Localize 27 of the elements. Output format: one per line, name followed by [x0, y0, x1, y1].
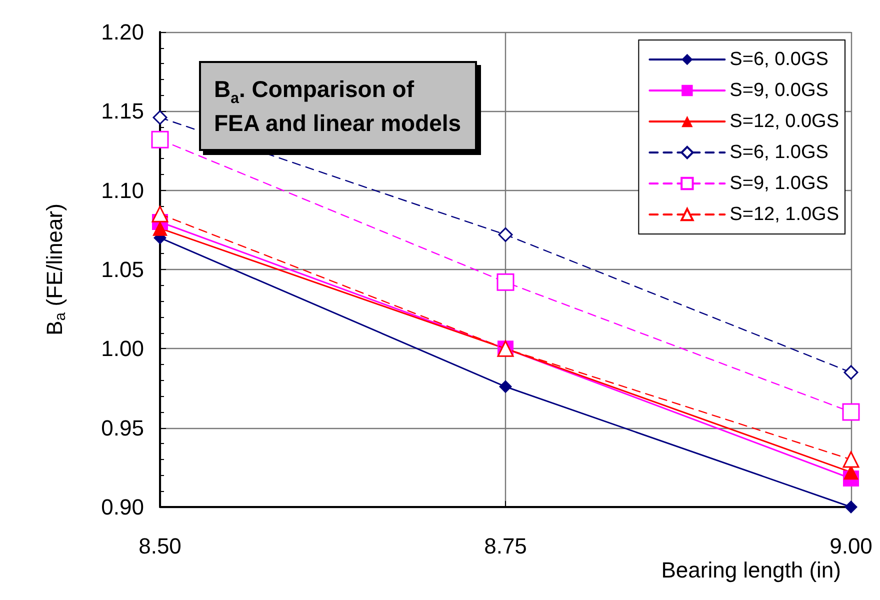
y-tick-label: 1.05 — [101, 257, 144, 282]
y-tick-label: 1.00 — [101, 336, 144, 362]
point — [498, 227, 513, 242]
point — [844, 365, 858, 380]
y-tick-label: 0.90 — [101, 494, 144, 520]
legend-label: S=12, 1.0GS — [730, 204, 840, 225]
legend-label: S=9, 0.0GS — [730, 80, 828, 101]
point — [499, 380, 512, 394]
y-tick-label: 1.10 — [101, 178, 144, 203]
x-tick-label: 8.75 — [484, 534, 527, 558]
y-tick-label: 0.95 — [101, 415, 144, 440]
legend-label: S=6, 1.0GS — [730, 142, 828, 163]
point — [151, 130, 169, 148]
legend-label: S=9, 1.0GS — [730, 173, 828, 194]
x-tick-label: 9.00 — [830, 534, 872, 558]
point — [842, 403, 860, 421]
point — [152, 220, 168, 236]
point — [496, 273, 514, 291]
y-tick-label: 1.15 — [101, 98, 144, 124]
legend-label: S=12, 0.0GS — [730, 111, 840, 132]
x-tick-label: 8.50 — [138, 534, 182, 558]
y-axis-title: Ba (FE/linear) — [42, 204, 69, 336]
x-axis-title: Bearing length (in) — [661, 558, 841, 582]
legend-label: S=6, 0.0GS — [730, 49, 828, 70]
point — [152, 110, 168, 125]
point — [844, 500, 858, 514]
y-tick-label: 1.20 — [101, 20, 144, 44]
